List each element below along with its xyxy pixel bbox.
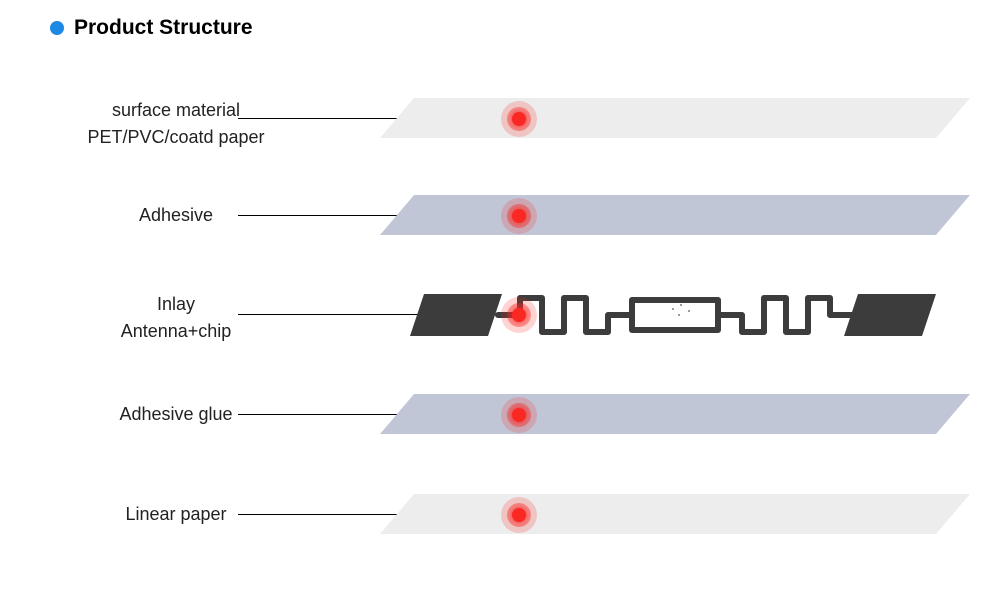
rfid-antenna-icon — [380, 292, 970, 338]
layer-label-inlay: Inlay Antenna+chip — [76, 294, 276, 342]
marker-dot-icon — [518, 118, 519, 119]
layer-strip-linear — [380, 494, 970, 534]
diagram-canvas: Product Structure surface material PET/P… — [0, 0, 1000, 599]
layer-label-surface: surface material PET/PVC/coatd paper — [76, 100, 276, 148]
layer-strip-surface — [380, 98, 970, 138]
label-text: Antenna+chip — [76, 321, 276, 342]
marker-dot-icon — [518, 414, 519, 415]
label-text: PET/PVC/coatd paper — [76, 127, 276, 148]
layer-strip-adhesive — [380, 195, 970, 235]
label-text: Inlay — [76, 294, 276, 315]
marker-dot-icon — [518, 514, 519, 515]
layer-strip-glue — [380, 394, 970, 434]
diagram-header: Product Structure — [50, 16, 253, 40]
marker-dot-icon — [518, 215, 519, 216]
marker-dot-icon — [518, 314, 519, 315]
header-bullet-icon — [50, 21, 64, 35]
diagram-title: Product Structure — [74, 16, 253, 40]
